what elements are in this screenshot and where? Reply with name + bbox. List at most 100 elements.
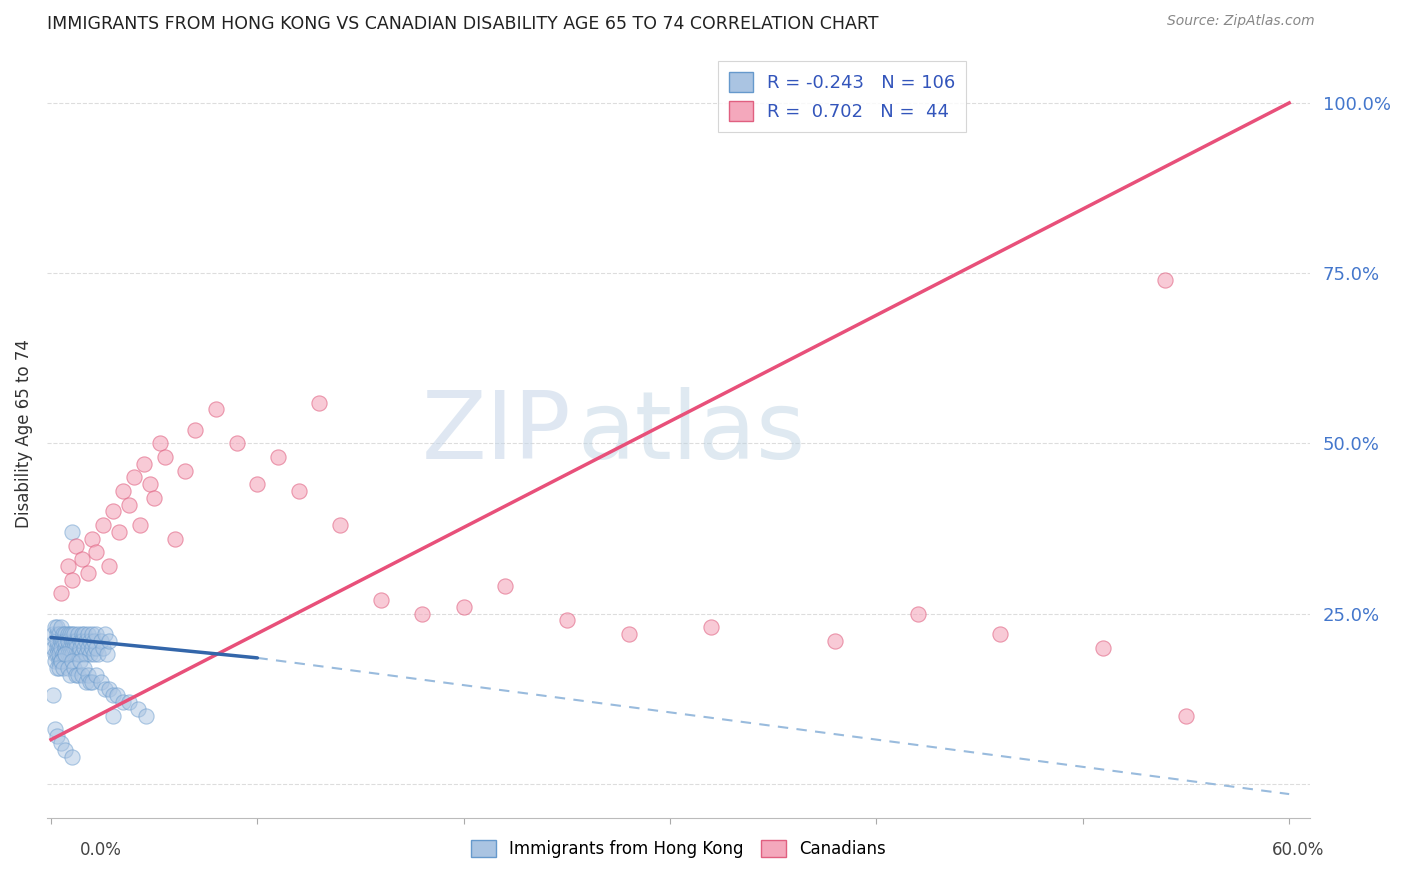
Point	[122, 470, 145, 484]
Point	[105, 689, 128, 703]
Point	[48, 654, 70, 668]
Point	[55, 648, 77, 662]
Point	[75, 648, 97, 662]
Point	[56, 648, 79, 662]
Point	[77, 640, 100, 655]
Point	[46, 661, 69, 675]
Point	[60, 573, 83, 587]
Point	[143, 491, 166, 505]
Point	[91, 518, 114, 533]
Point	[48, 640, 70, 655]
Point	[82, 674, 104, 689]
Point	[65, 648, 87, 662]
Point	[52, 648, 75, 662]
Point	[46, 620, 69, 634]
Point	[44, 620, 66, 634]
Point	[60, 749, 83, 764]
Point	[246, 477, 269, 491]
Point	[70, 668, 93, 682]
Y-axis label: Disability Age 65 to 74: Disability Age 65 to 74	[15, 339, 32, 528]
Point	[77, 668, 100, 682]
Point	[66, 648, 89, 662]
Point	[205, 402, 228, 417]
Point	[46, 640, 69, 655]
Point	[453, 599, 475, 614]
Point	[79, 633, 101, 648]
Point	[48, 661, 70, 675]
Point	[135, 708, 157, 723]
Point	[225, 436, 247, 450]
Point	[108, 524, 131, 539]
Point	[70, 633, 93, 648]
Point	[73, 640, 96, 655]
Point	[69, 633, 91, 648]
Point	[56, 661, 79, 675]
Text: atlas: atlas	[578, 387, 806, 479]
Point	[555, 614, 578, 628]
Point	[101, 708, 124, 723]
Point	[118, 695, 141, 709]
Point	[118, 498, 141, 512]
Point	[267, 450, 290, 464]
Point	[163, 532, 186, 546]
Point	[58, 640, 80, 655]
Point	[42, 640, 65, 655]
Point	[62, 633, 84, 648]
Point	[51, 640, 73, 655]
Point	[75, 674, 97, 689]
Point	[101, 689, 124, 703]
Point	[51, 654, 73, 668]
Point	[52, 633, 75, 648]
Point	[70, 648, 93, 662]
Point	[86, 668, 108, 682]
Point	[56, 627, 79, 641]
Point	[55, 640, 77, 655]
Text: IMMIGRANTS FROM HONG KONG VS CANADIAN DISABILITY AGE 65 TO 74 CORRELATION CHART: IMMIGRANTS FROM HONG KONG VS CANADIAN DI…	[46, 15, 879, 33]
Point	[79, 674, 101, 689]
Point	[65, 668, 87, 682]
Point	[51, 586, 73, 600]
Point	[824, 633, 846, 648]
Point	[700, 620, 723, 634]
Point	[62, 661, 84, 675]
Point	[988, 627, 1011, 641]
Point	[1154, 273, 1177, 287]
Point	[69, 654, 91, 668]
Legend: R = -0.243   N = 106, R =  0.702   N =  44: R = -0.243 N = 106, R = 0.702 N = 44	[718, 62, 966, 132]
Point	[58, 668, 80, 682]
Point	[42, 627, 65, 641]
Point	[66, 627, 89, 641]
Point	[1175, 708, 1198, 723]
Point	[60, 654, 83, 668]
Point	[82, 627, 104, 641]
Point	[139, 477, 162, 491]
Point	[73, 627, 96, 641]
Point	[60, 524, 83, 539]
Point	[370, 593, 392, 607]
Point	[58, 648, 80, 662]
Point	[91, 640, 114, 655]
Point	[494, 579, 516, 593]
Point	[60, 648, 83, 662]
Point	[46, 627, 69, 641]
Point	[128, 518, 150, 533]
Text: 60.0%: 60.0%	[1271, 840, 1324, 858]
Text: ZIP: ZIP	[422, 387, 571, 479]
Point	[55, 627, 77, 641]
Point	[60, 627, 83, 641]
Point	[69, 640, 91, 655]
Text: Source: ZipAtlas.com: Source: ZipAtlas.com	[1167, 14, 1315, 28]
Point	[77, 627, 100, 641]
Point	[87, 648, 110, 662]
Point	[329, 518, 352, 533]
Point	[86, 640, 108, 655]
Point	[617, 627, 640, 641]
Point	[127, 702, 149, 716]
Point	[112, 484, 135, 499]
Point	[83, 633, 105, 648]
Point	[93, 627, 115, 641]
Point	[149, 436, 172, 450]
Point	[55, 743, 77, 757]
Point	[97, 681, 120, 696]
Point	[62, 640, 84, 655]
